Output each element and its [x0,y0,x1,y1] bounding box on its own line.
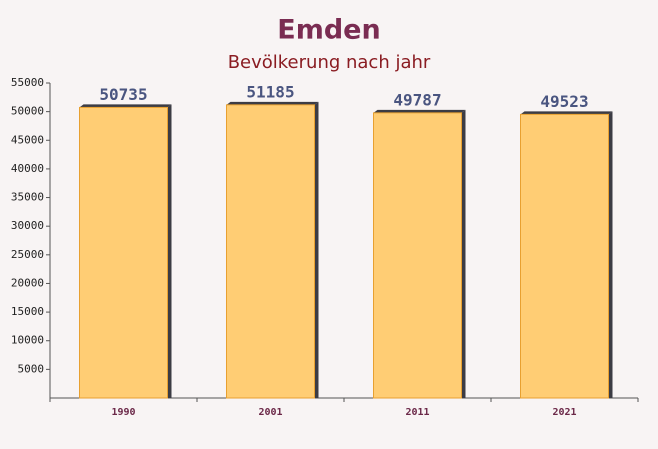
bar-shadow [461,109,466,399]
y-tick-label: 10000 [11,334,44,347]
x-tick-label: 1990 [111,407,135,418]
value-label: 49523 [540,92,588,111]
y-tick-label: 55000 [11,76,44,89]
y-tick-label: 35000 [11,191,44,204]
y-tick-label: 25000 [11,248,44,261]
value-label: 49787 [393,90,441,109]
bar [79,106,168,399]
bar-shadow [373,109,466,113]
bar [520,113,609,399]
y-tick-label: 45000 [11,133,44,146]
bar-shadow [608,111,613,398]
y-tick-label: 15000 [11,305,44,318]
bar-shadow [167,104,172,398]
value-label: 50735 [99,85,147,104]
x-tick-label: 2011 [405,407,429,418]
value-label: 51185 [246,82,294,101]
x-tick-label: 2021 [552,407,576,418]
y-tick-label: 50000 [11,105,44,118]
bar [226,104,315,399]
bar-shadow [226,101,319,105]
chart-subtitle: Bevölkerung nach jahr [228,52,431,73]
bar-shadow [79,104,172,108]
y-tick-label: 40000 [11,162,44,175]
y-tick-label: 20000 [11,276,44,289]
x-tick-label: 2001 [258,407,282,418]
bar [373,112,462,399]
y-tick-label: 5000 [18,362,45,375]
bar-shadow [314,101,319,398]
chart-title: Emden [277,15,380,46]
bar-shadow [520,111,613,115]
y-tick-label: 30000 [11,219,44,232]
